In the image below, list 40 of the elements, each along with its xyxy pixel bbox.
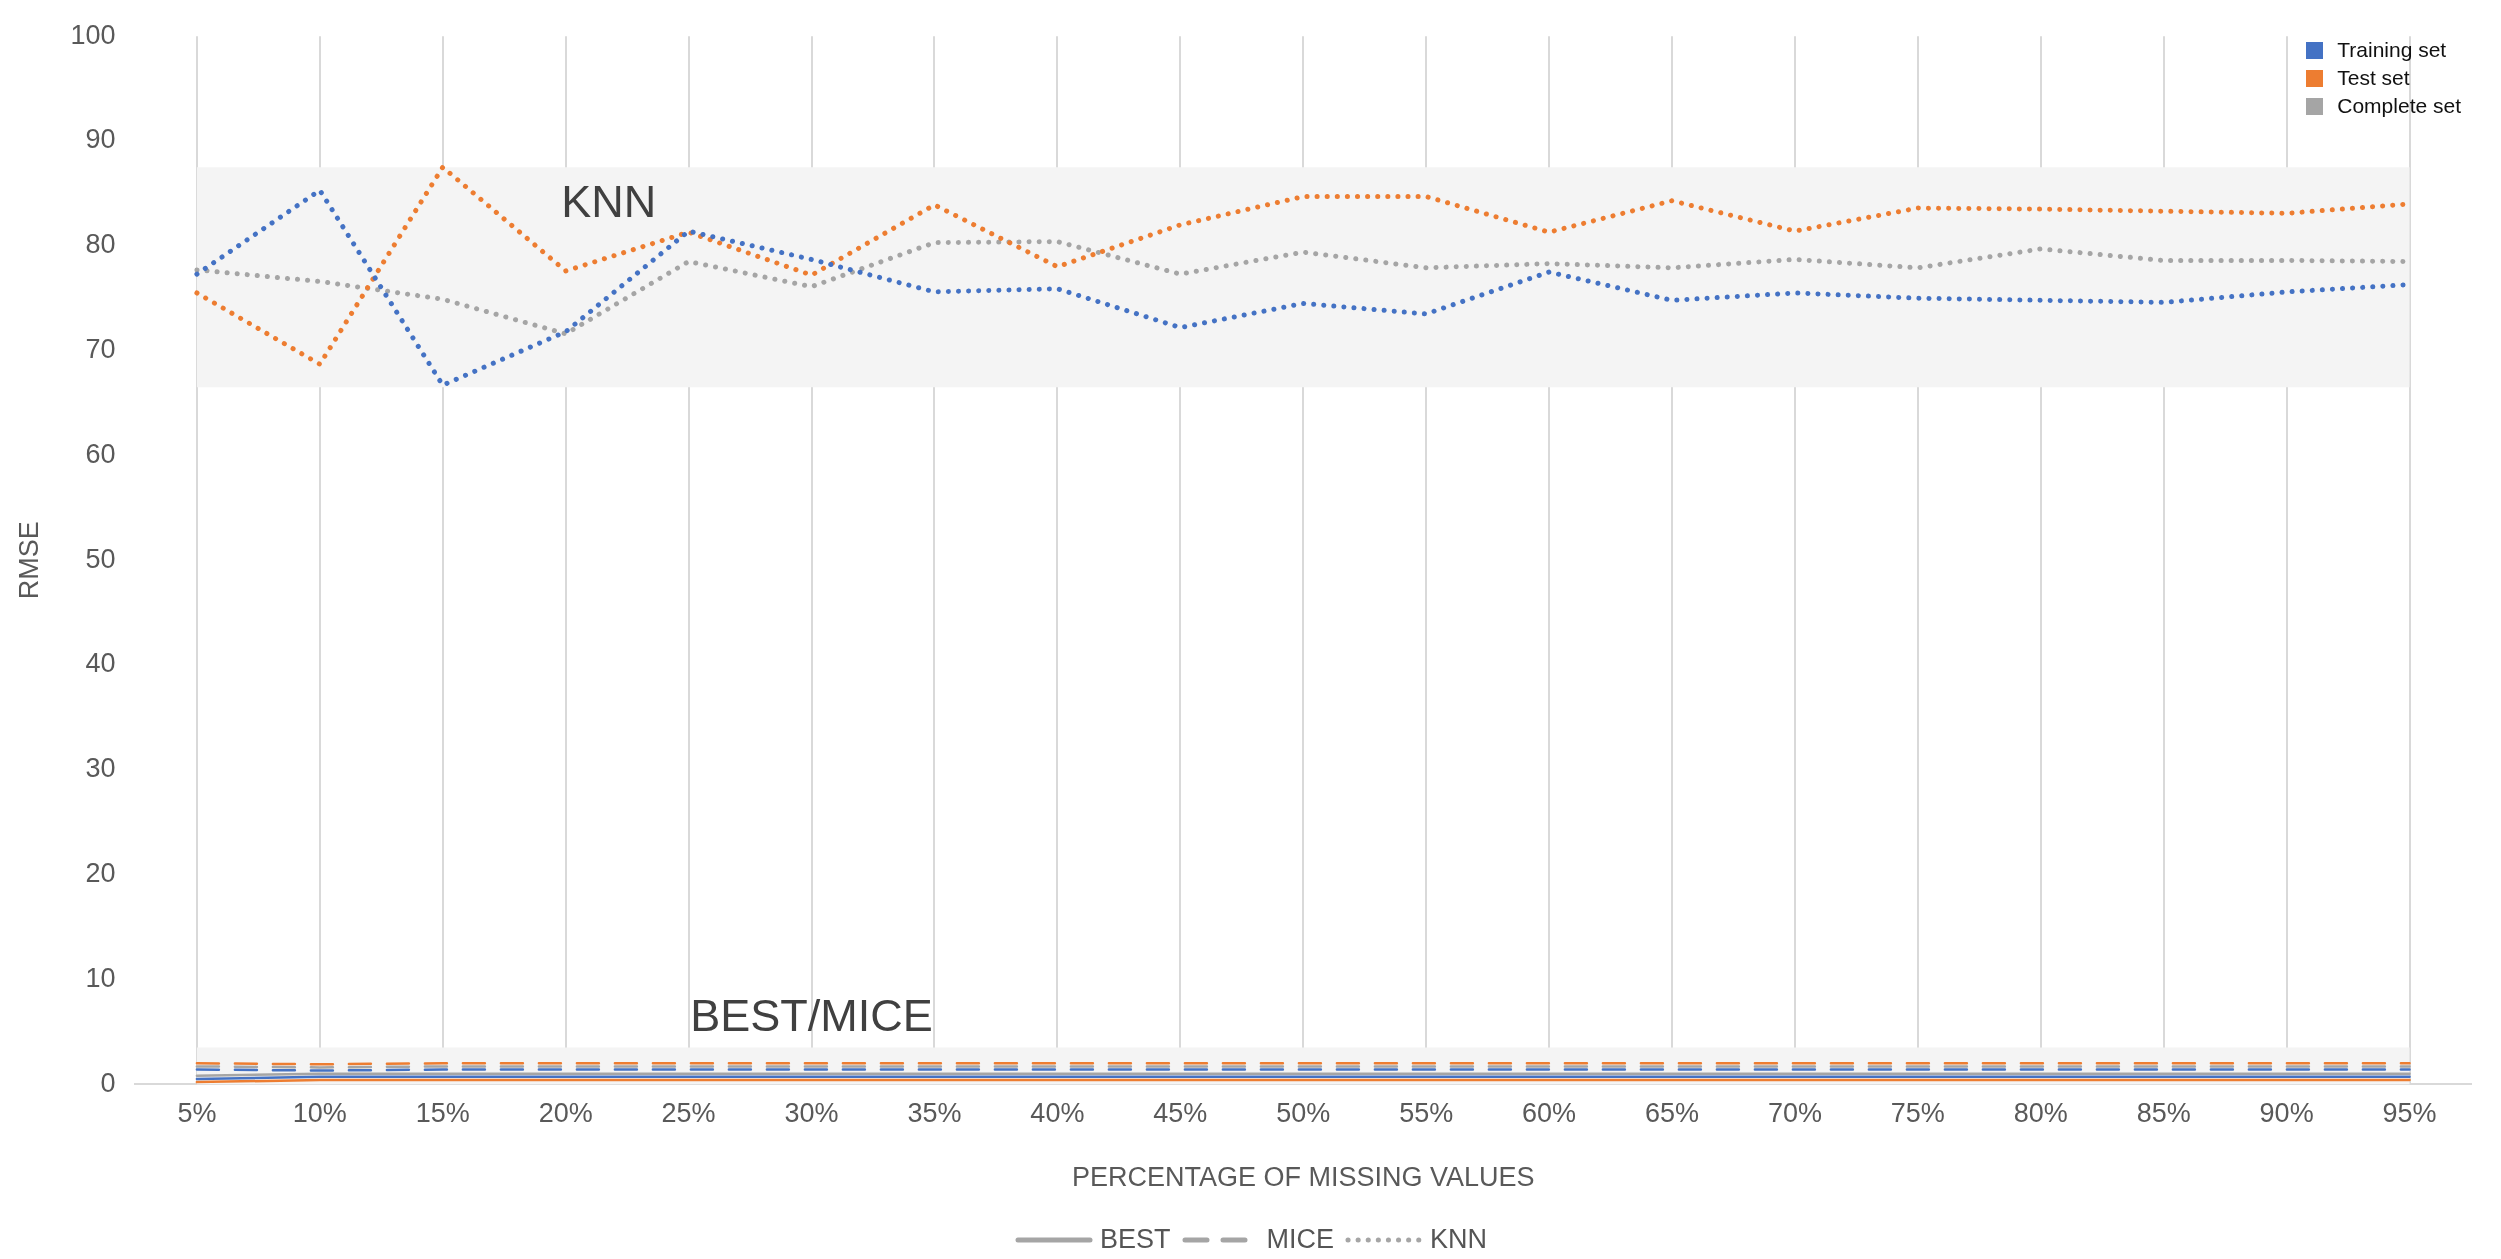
- y-tick-label: 80: [85, 229, 116, 260]
- y-tick-label: 90: [85, 124, 116, 155]
- band-label: KNN: [561, 176, 657, 228]
- text: KNN: [1430, 1224, 1488, 1255]
- y-tick-label: 30: [85, 753, 116, 784]
- y-tick-label: 100: [70, 19, 116, 50]
- y-tick-label: 50: [85, 543, 116, 574]
- x-tick-label: 40%: [1030, 1097, 1085, 1128]
- text: MICE: [1266, 1224, 1334, 1255]
- legend-label: Training set: [2337, 37, 2447, 63]
- legend-label: Complete set: [2337, 93, 2461, 119]
- x-tick-label: 60%: [1522, 1097, 1577, 1128]
- y-tick-label: 20: [85, 858, 116, 889]
- y-axis-title: RMSE: [13, 521, 44, 600]
- x-tick-label: 45%: [1153, 1097, 1208, 1128]
- x-axis-title: PERCENTAGE OF MISSING VALUES: [1071, 1162, 1535, 1193]
- x-tick-label: 95%: [2382, 1097, 2437, 1128]
- x-tick-label: 65%: [1644, 1097, 1700, 1128]
- x-tick-label: 90%: [2259, 1097, 2314, 1128]
- x-tick-label: 70%: [1767, 1097, 1822, 1128]
- x-tick-label: 50%: [1276, 1097, 1331, 1128]
- legend-label: Test set: [2337, 65, 2410, 91]
- y-tick-label: 10: [85, 962, 116, 993]
- x-tick-label: 75%: [1890, 1097, 1945, 1128]
- y-tick-label: 40: [85, 648, 116, 679]
- y-tick-label: 0: [100, 1067, 116, 1098]
- x-tick-label: 30%: [784, 1097, 839, 1128]
- x-tick-label: 25%: [661, 1097, 716, 1128]
- x-tick-label: 20%: [538, 1097, 593, 1128]
- y-tick-label: 70: [85, 334, 116, 365]
- x-tick-label: 10%: [292, 1097, 347, 1128]
- x-tick-label: 80%: [2013, 1097, 2068, 1128]
- band-label: BEST/MICE: [690, 990, 933, 1042]
- x-tick-label: 55%: [1399, 1097, 1454, 1128]
- x-tick-label: 85%: [2136, 1097, 2191, 1128]
- x-tick-label: 15%: [415, 1097, 470, 1128]
- x-tick-label: 5%: [177, 1097, 217, 1128]
- x-tick-label: 35%: [907, 1097, 962, 1128]
- y-tick-label: 60: [85, 438, 116, 469]
- text: BEST: [1099, 1224, 1171, 1255]
